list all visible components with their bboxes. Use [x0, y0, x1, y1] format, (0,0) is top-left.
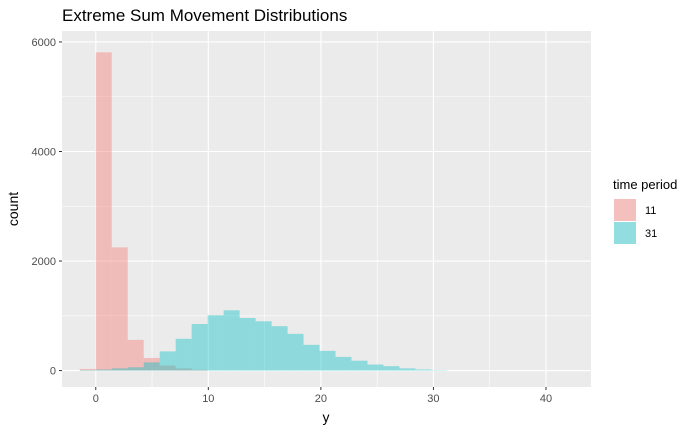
legend-key-31: [614, 222, 636, 244]
bar-series-31: [383, 366, 400, 371]
y-tick-label: 6000: [32, 37, 56, 49]
bar-series-11: [111, 247, 128, 371]
x-axis-ticks: 0 10 20 30 40: [93, 387, 552, 405]
bar-series-11: [95, 52, 112, 371]
bar-series-31: [95, 369, 112, 371]
bar-series-11: [79, 368, 96, 371]
legend-key-background: [614, 222, 636, 244]
legend-label-11: 11: [645, 205, 656, 217]
bar-series-31: [79, 370, 96, 371]
legend-items: 11 31: [614, 199, 657, 244]
bar-series-31: [255, 321, 272, 371]
legend-label-31: 31: [645, 228, 657, 240]
x-tick-label: 10: [202, 393, 214, 405]
legend-title: time period: [613, 177, 677, 192]
bar-series-31: [415, 369, 432, 371]
bar-series-31: [287, 333, 304, 371]
bar-series-31: [175, 338, 192, 371]
plot-panel: [62, 31, 591, 387]
bar-series-31: [239, 317, 256, 371]
x-tick-label: 20: [315, 393, 327, 405]
legend: time period 11 31: [613, 177, 677, 244]
bar-series-31: [351, 360, 368, 371]
bar-series-31: [207, 315, 224, 371]
chart-title: Extreme Sum Movement Distributions: [62, 6, 347, 25]
bar-series-31: [127, 367, 144, 371]
grid-major: [62, 31, 591, 387]
bar-series-31: [399, 368, 416, 371]
x-tick-label: 0: [93, 393, 99, 405]
histogram-bars: [79, 52, 448, 371]
grid-minor: [62, 31, 591, 387]
bar-series-31: [159, 351, 176, 371]
bar-series-11: [143, 357, 160, 371]
bar-series-31: [303, 344, 320, 371]
bar-series-11: [175, 368, 192, 371]
y-tick-label: 2000: [32, 256, 56, 268]
y-tick-label: 4000: [32, 146, 56, 158]
bar-series-31: [335, 356, 352, 371]
bar-series-31: [367, 364, 384, 371]
bar-series-31: [143, 362, 160, 371]
bar-series-31: [111, 368, 128, 371]
bar-series-11: [159, 365, 176, 371]
bar-series-11: [127, 339, 144, 371]
bar-series-31: [223, 310, 240, 371]
y-axis-title: count: [5, 192, 21, 226]
legend-key-11: [614, 199, 636, 221]
x-tick-label: 40: [540, 393, 552, 405]
legend-key-background: [614, 199, 636, 221]
bar-series-31: [191, 324, 208, 371]
bar-series-11: [191, 369, 208, 371]
x-axis-title: y: [323, 409, 330, 425]
x-tick-label: 30: [427, 393, 439, 405]
y-axis-ticks: 0 2000 4000 6000: [32, 37, 62, 378]
bar-series-31: [271, 326, 288, 371]
y-tick-label: 0: [50, 366, 56, 378]
bar-series-31: [319, 350, 336, 371]
